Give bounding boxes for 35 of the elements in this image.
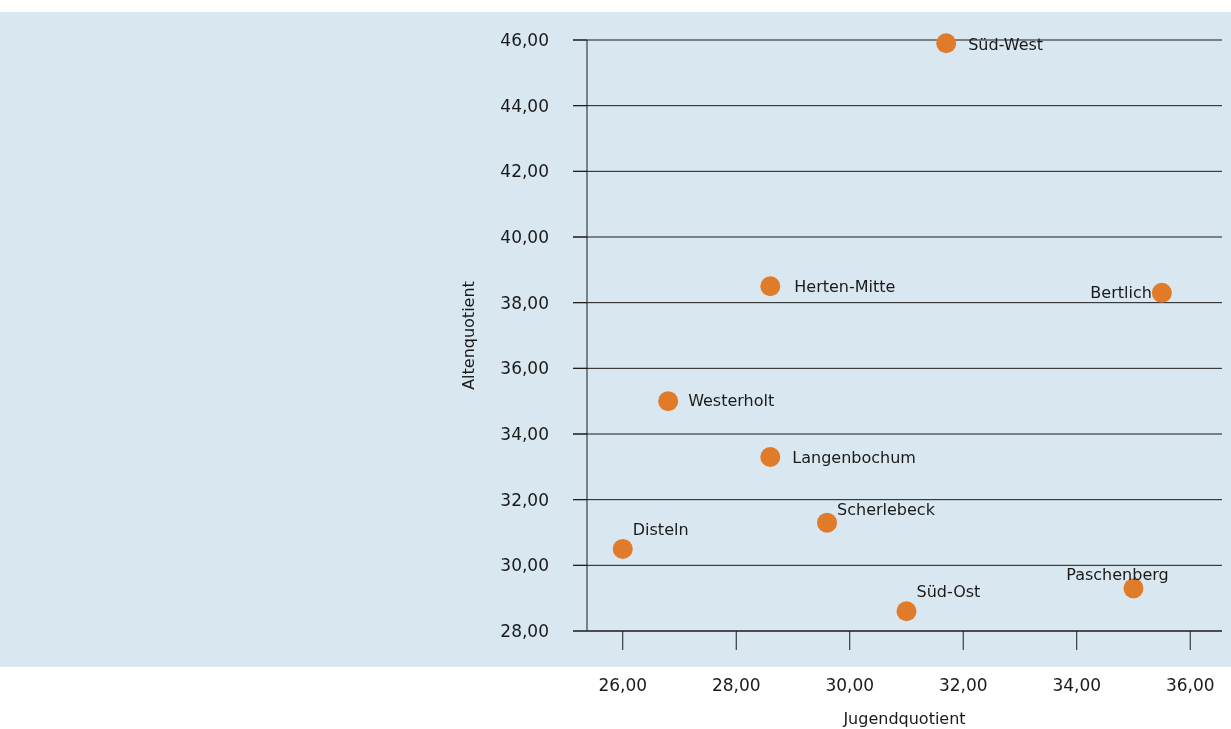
x-tick-label: 26,00 (598, 675, 648, 695)
point (936, 33, 957, 54)
point (760, 276, 781, 297)
annotation: Herten-Mitte (794, 277, 896, 297)
annotation: Bertlich (1090, 282, 1152, 302)
x-tick-label: 36,00 (1165, 675, 1215, 695)
point (612, 538, 633, 559)
y-tick-label: 42,00 (500, 161, 549, 182)
y-tick-label: 38,00 (500, 292, 549, 313)
y-axis-title: Altenquotient (459, 281, 478, 390)
x-tick-label: 34,00 (1052, 675, 1102, 695)
annotation: Langenbochum (792, 447, 916, 467)
annotation: Süd-West (968, 35, 1044, 55)
y-tick-label: 28,00 (500, 620, 549, 641)
point (760, 446, 781, 467)
x-tick-label: 28,00 (711, 675, 761, 695)
y-tick-label: 36,00 (500, 358, 549, 379)
annotation: Disteln (632, 519, 689, 539)
point (1151, 282, 1172, 303)
y-tick-label: 32,00 (500, 489, 549, 510)
y-tick-label: 34,00 (500, 423, 549, 444)
x-tick-label: 30,00 (825, 675, 875, 695)
y-tick-label: 30,00 (500, 555, 549, 576)
y-tick-label: 40,00 (500, 226, 549, 247)
y-tick-label: 46,00 (500, 29, 549, 50)
annotation: Süd-Ost (916, 582, 981, 602)
x-axis-title: Jugendquotient (842, 709, 966, 728)
y-tick-label: 44,00 (500, 95, 549, 116)
x-tick-label: 32,00 (938, 675, 988, 695)
point (817, 512, 838, 533)
point (896, 601, 917, 622)
annotation: Westerholt (688, 391, 775, 411)
point (658, 391, 679, 412)
annotation: Scherlebeck (837, 499, 936, 519)
annotation: Paschenberg (1066, 565, 1169, 585)
